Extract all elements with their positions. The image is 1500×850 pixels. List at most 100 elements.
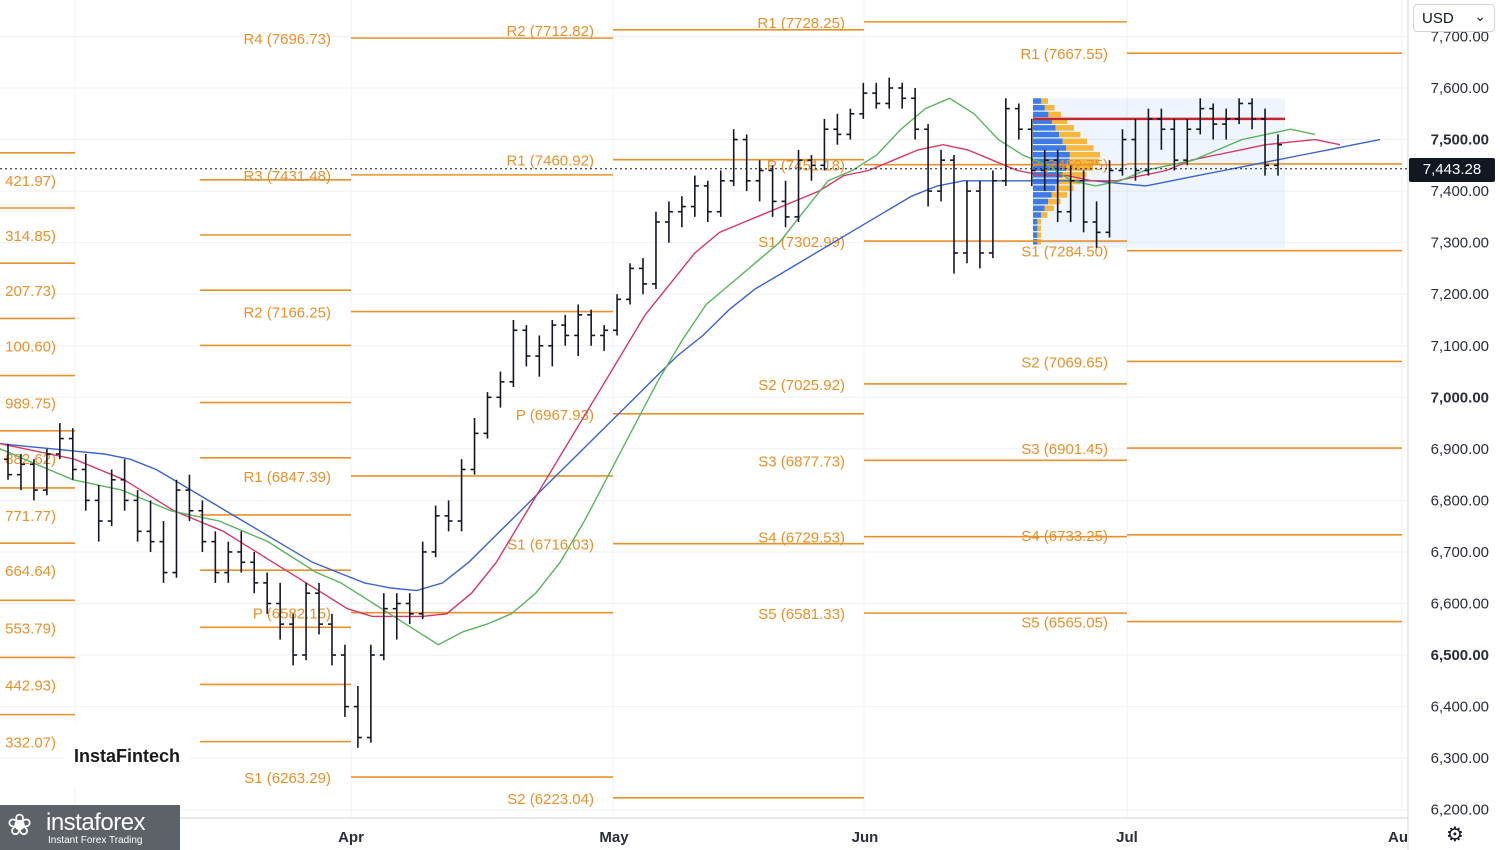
ohlc-bar: [444, 500, 453, 532]
y-tick-label: 6,300.00: [1431, 750, 1489, 767]
profile-bar-down: [1044, 205, 1054, 212]
ohlc-bar: [1157, 108, 1166, 150]
ohlc-bar: [587, 309, 596, 346]
profile-bar-down: [1037, 232, 1041, 238]
pivot-label: S5 (6581.33): [758, 606, 845, 623]
profile-bar-down: [1048, 111, 1061, 118]
y-tick-label: 6,900.00: [1431, 441, 1489, 458]
y-tick-label: 6,600.00: [1431, 596, 1489, 613]
profile-bar-up: [1033, 212, 1041, 218]
ohlc-bar: [833, 113, 842, 145]
y-tick-label: 6,200.00: [1431, 802, 1489, 819]
ohlc-bar: [639, 258, 647, 295]
pivot-label: S3 (6877.73): [758, 453, 845, 470]
currency-label: USD: [1422, 10, 1454, 27]
pivot-label: S4 (6729.53): [758, 530, 845, 547]
y-tick-label: 6,700.00: [1431, 544, 1489, 561]
ohlc-bar: [327, 613, 336, 666]
pivot-label: S5 (6565.05): [1021, 615, 1108, 632]
profile-bar-down: [1051, 118, 1068, 124]
ohlc-bar: [431, 505, 440, 558]
profile-bar-up: [1033, 165, 1066, 171]
pivot-label: S1 (7284.50): [1021, 244, 1108, 261]
instafintech-watermark: InstaFintech: [64, 722, 190, 788]
ohlc-bar: [962, 180, 971, 264]
ohlc-bar: [561, 314, 570, 346]
profile-bar-up: [1033, 172, 1063, 178]
ohlc-bar: [353, 685, 362, 748]
ohlc-bar: [1053, 149, 1062, 223]
profile-bar-up: [1033, 151, 1070, 158]
ohlc-bar: [1144, 108, 1153, 176]
pivot-label: R2 (7712.82): [506, 23, 594, 40]
ohlc-bar: [820, 118, 829, 171]
ohlc-bar: [975, 180, 984, 269]
ohlc-bar: [950, 155, 959, 274]
ohlc-bar: [81, 454, 90, 511]
ohlc-bar: [690, 175, 699, 217]
ohlc-bar: [1235, 98, 1244, 125]
ohlc-bar: [677, 196, 686, 228]
gear-icon[interactable]: ⚙: [1446, 824, 1464, 846]
profile-bar-down: [1069, 158, 1100, 165]
x-tick-label: Apr: [338, 829, 364, 846]
ohlc-bar: [392, 593, 401, 640]
ohlc-bar: [1131, 118, 1140, 181]
currency-selector[interactable]: USD ⌄: [1413, 4, 1495, 32]
instaforex-logo: ❀ instaforex Instant Forex Trading: [0, 805, 180, 850]
profile-bar-down: [1062, 172, 1087, 178]
ohlc-bar: [703, 180, 712, 223]
pivot-label: R1 (6847.39): [243, 469, 331, 486]
profile-bar-up: [1033, 232, 1038, 238]
pivot-label: S2 (7025.92): [758, 377, 845, 394]
profile-bar-down: [1059, 131, 1081, 138]
ohlc-bar: [768, 165, 777, 217]
ohlc-bar: [107, 469, 116, 527]
profile-bar-down: [1048, 198, 1061, 205]
profile-bar-down: [1062, 138, 1087, 145]
ohlc-bar: [379, 593, 388, 661]
x-tick-label: Au: [1388, 829, 1408, 846]
ohlc-bar: [600, 325, 609, 351]
ohlc-bar: [315, 582, 324, 635]
ohlc-bar: [1222, 108, 1231, 140]
profile-bar-up: [1033, 118, 1052, 124]
time-axis: Apr May Jun Jul Au: [0, 817, 1408, 846]
ohlc-bar: [289, 613, 298, 666]
profile-bar-up: [1033, 205, 1045, 212]
ohlc-bar: [937, 149, 946, 202]
y-tick-label: 7,700.00: [1431, 28, 1489, 45]
ohlc-bar: [250, 551, 259, 594]
profile-bar-down: [1051, 192, 1067, 198]
pivot-label: S1 (7302.99): [758, 234, 845, 251]
ohlc-bar: [911, 88, 920, 140]
volume-profile: [1033, 98, 1285, 248]
chart-grid: [0, 0, 1408, 818]
pivot-label: 207.73): [5, 283, 56, 300]
y-tick-label: 6,800.00: [1431, 492, 1489, 509]
watermark-text: InstaFintech: [74, 746, 181, 766]
pivot-label: 421.97): [5, 173, 56, 190]
profile-bar-down: [1037, 218, 1041, 225]
ohlc-bar: [276, 582, 285, 640]
profile-bar-up: [1033, 145, 1067, 151]
ohlc-bar: [509, 319, 518, 387]
ohlc-bar: [613, 294, 622, 336]
y-tick-label: 6,400.00: [1431, 699, 1489, 716]
ohlc-bar: [55, 423, 64, 460]
profile-bar-down: [1041, 98, 1048, 104]
ohlc-bar: [548, 319, 557, 367]
pivot-label: 100.60): [5, 338, 56, 355]
ma-green-line: [0, 97, 1316, 646]
ohlc-bar: [16, 454, 25, 491]
profile-bar-down: [1055, 125, 1074, 131]
y-tick-label: 7,500.00: [1431, 132, 1489, 149]
ohlc-bar: [185, 474, 194, 522]
y-tick-label: 6,500.00: [1431, 647, 1489, 664]
pivot-label: S2 (6223.04): [507, 791, 594, 808]
profile-bar-up: [1033, 111, 1049, 118]
pivot-label: S1 (6263.29): [244, 770, 331, 787]
ohlc-bar: [302, 582, 311, 661]
x-tick-label: Jun: [852, 829, 879, 846]
